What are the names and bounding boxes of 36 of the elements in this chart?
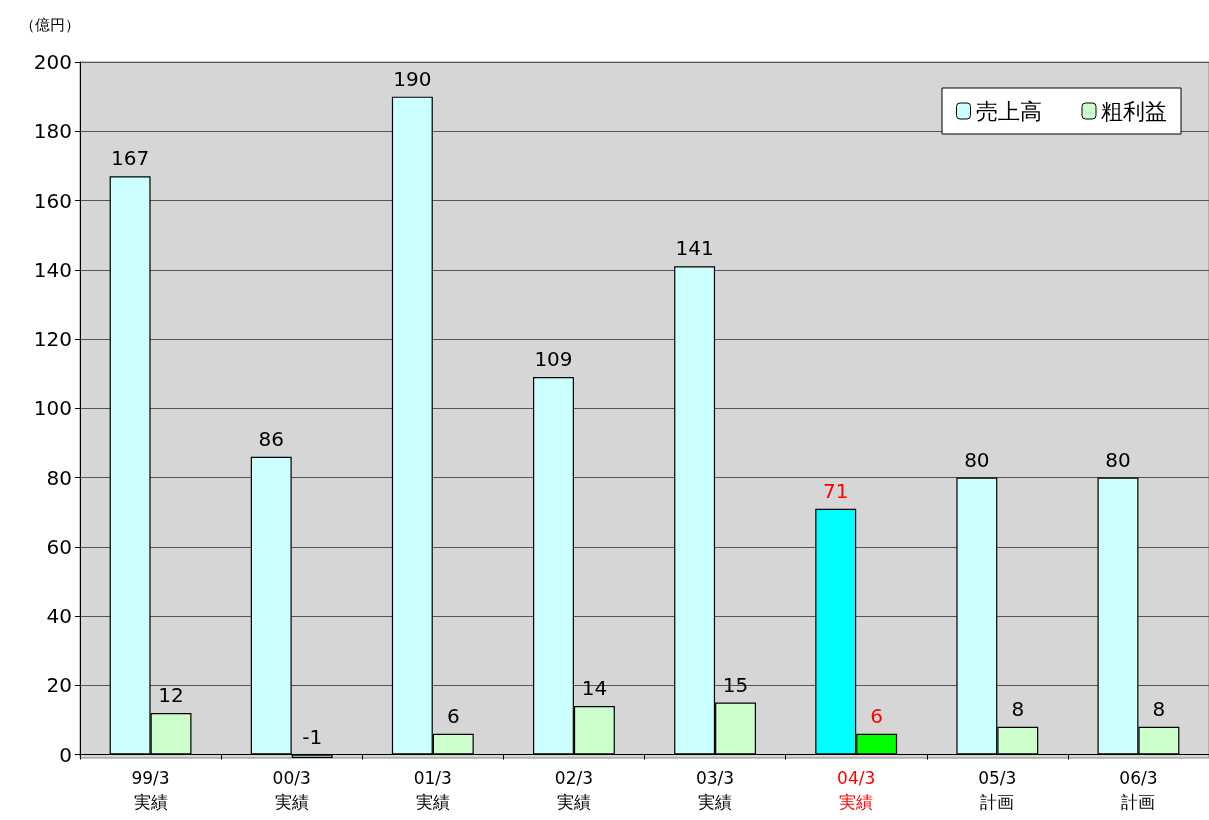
data-label: 6: [870, 703, 884, 728]
data-label: 109: [534, 347, 573, 372]
y-tick-label: 60: [46, 534, 72, 559]
data-label: 80: [964, 447, 990, 472]
y-axis-title: （億円）: [20, 15, 80, 34]
data-label: 6: [446, 703, 460, 728]
y-tick-label: 0: [59, 742, 72, 767]
data-label: 80: [1105, 447, 1131, 472]
legend-label: 粗利益: [1101, 98, 1167, 124]
x-tick-label: 02/3 実績: [554, 768, 594, 812]
y-tick-label: 200: [33, 50, 72, 74]
x-tick-label: 99/3 実績: [131, 768, 170, 812]
y-tick-label: 140: [33, 257, 72, 282]
y-tick-label: 40: [46, 604, 72, 629]
x-tick-label: 03/3 実績: [695, 768, 735, 812]
y-tick-label: 80: [46, 465, 72, 490]
x-tick-label: 05/3 計画: [978, 768, 1017, 812]
data-label: 86: [258, 426, 284, 451]
data-label: 167: [111, 146, 150, 171]
data-label: -1: [302, 724, 323, 749]
data-label: 8: [1152, 696, 1166, 721]
y-tick-label: 180: [33, 119, 72, 144]
legend-label: 売上高: [975, 98, 1042, 124]
data-label: 8: [1011, 696, 1025, 721]
x-tick-label: 00/3 実績: [272, 768, 311, 812]
x-tick-label: 01/3 実績: [413, 768, 452, 812]
y-tick-label: 100: [33, 396, 72, 421]
x-tick-label: 04/3 実績: [837, 768, 876, 812]
data-label: 12: [158, 682, 184, 707]
y-tick-label: 120: [33, 327, 72, 352]
data-label: 190: [393, 66, 432, 91]
data-label: 71: [823, 478, 849, 503]
y-tick-label: 20: [46, 673, 72, 698]
x-tick-label: 06/3 計画: [1119, 768, 1158, 812]
y-tick-label: 160: [33, 188, 72, 213]
data-label: 141: [675, 236, 714, 261]
